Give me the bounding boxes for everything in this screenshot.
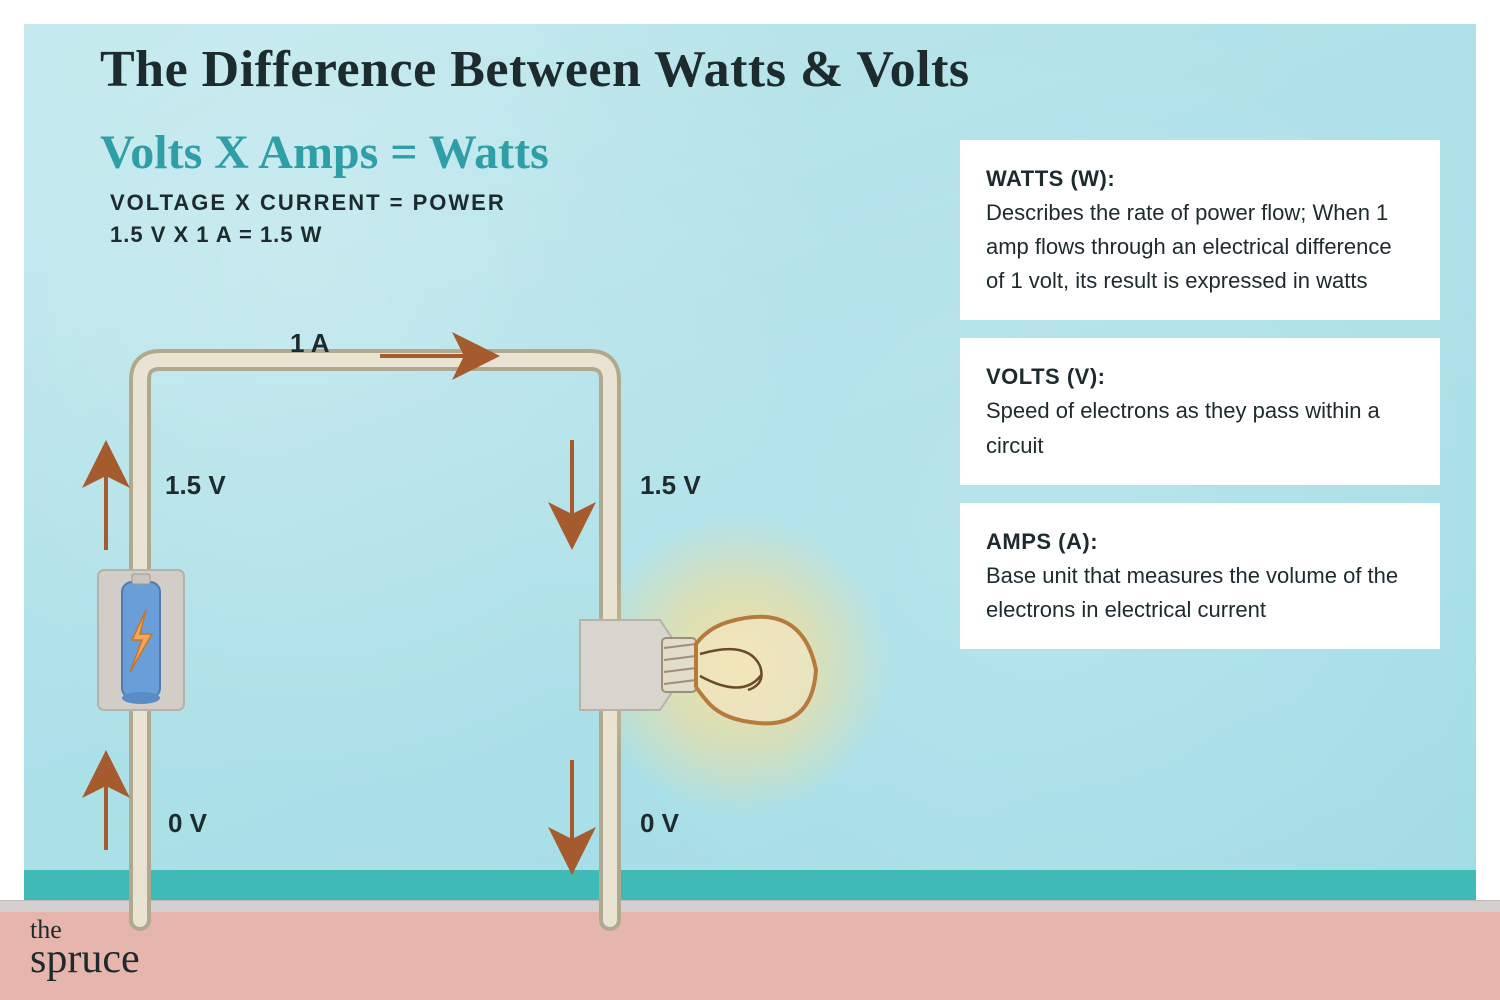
card-amps: AMPS (A): Base unit that measures the vo… [960,503,1440,649]
card-watts: WATTS (W): Describes the rate of power f… [960,140,1440,320]
infographic-stage: The Difference Between Watts & Volts Vol… [0,0,1500,1000]
definition-cards: WATTS (W): Describes the rate of power f… [960,140,1440,649]
card-volts: VOLTS (V): Speed of electrons as they pa… [960,338,1440,484]
brand-logo: the spruce [30,918,140,979]
label-volts-bottom-right: 0 V [640,808,679,839]
card-body: Describes the rate of power flow; When 1… [986,200,1392,293]
label-volts-top-left: 1.5 V [165,470,226,501]
label-volts-bottom-left: 0 V [168,808,207,839]
label-current: 1 A [290,328,330,359]
card-body: Base unit that measures the volume of th… [986,563,1398,622]
formula-example: 1.5 V X 1 A = 1.5 W [110,222,322,248]
formula-subtitle: VOLTAGE X CURRENT = POWER [110,190,506,216]
wire-icon [140,360,610,920]
battery-icon [98,570,184,710]
label-volts-top-right: 1.5 V [640,470,701,501]
main-title: The Difference Between Watts & Volts [100,40,970,99]
card-heading: AMPS (A): [986,529,1098,554]
circuit-diagram: 1 A 1.5 V 1.5 V 0 V 0 V [60,310,820,930]
formula-main: Volts X Amps = Watts [100,125,549,180]
card-heading: VOLTS (V): [986,364,1105,389]
card-body: Speed of electrons as they pass within a… [986,398,1380,457]
logo-line2: spruce [30,941,140,979]
card-heading: WATTS (W): [986,166,1115,191]
